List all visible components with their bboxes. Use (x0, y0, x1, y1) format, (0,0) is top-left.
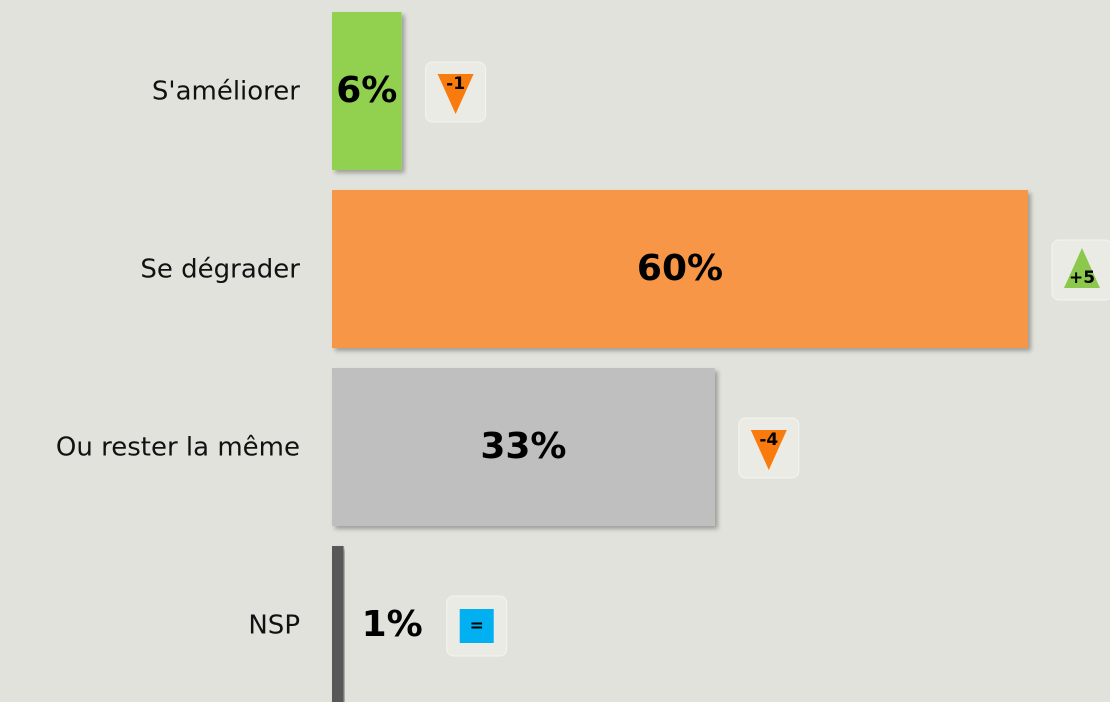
bar (332, 12, 402, 170)
up-arrow (1064, 248, 1100, 288)
value-label: 60% (637, 248, 723, 289)
down-arrow (437, 74, 474, 114)
change-label: = (470, 616, 484, 636)
change-badge: +5 (1051, 239, 1110, 301)
change-label: +5 (1069, 268, 1095, 288)
value-label: 1% (362, 604, 423, 645)
down-arrow (750, 430, 787, 470)
change-badge: -1 (425, 61, 487, 123)
bar (332, 368, 715, 526)
change-label: -1 (446, 74, 465, 94)
change-label: -4 (759, 430, 778, 450)
change-badge: = (446, 595, 508, 657)
change-badge: -4 (738, 417, 800, 479)
bar (332, 546, 344, 702)
category-label: S'améliorer (152, 77, 300, 107)
value-label: 33% (480, 426, 566, 467)
value-label: 6% (336, 70, 397, 111)
category-label: Ou rester la même (56, 433, 300, 463)
category-label: NSP (248, 611, 300, 641)
category-label: Se dégrader (140, 255, 300, 285)
bar (332, 190, 1028, 348)
equal-box (459, 609, 494, 643)
